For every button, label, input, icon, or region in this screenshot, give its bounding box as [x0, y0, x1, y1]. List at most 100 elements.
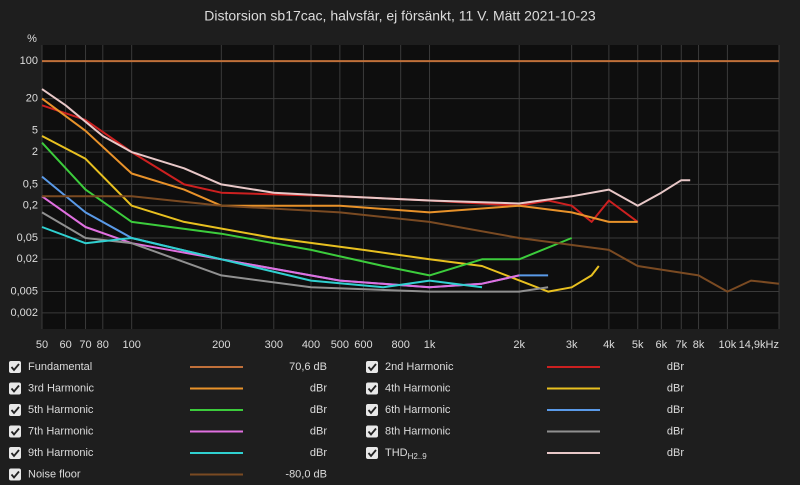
plot-area [42, 45, 779, 329]
legend-readout: -80,0 dB [285, 468, 327, 480]
legend-readout: dBr [310, 382, 327, 394]
legend-label: 8th Harmonic [385, 425, 451, 437]
y-tick-label: 0,005 [10, 285, 38, 297]
x-tick-label: 500 [331, 339, 349, 351]
legend-checkbox[interactable] [366, 425, 378, 438]
legend-name: Fundamental [28, 361, 92, 373]
legend-name: 9th Harmonic [28, 447, 94, 459]
legend-name: 8th Harmonic [385, 425, 451, 437]
legend-checkbox[interactable] [9, 382, 21, 395]
checkmark [367, 449, 377, 458]
legend-label: THDH2..9 [385, 447, 427, 461]
legend-name: THD [385, 447, 408, 459]
y-tick-label: 0,002 [10, 307, 38, 319]
x-tick-label: 14,9kHz [739, 339, 779, 351]
legend-checkbox[interactable] [366, 447, 378, 459]
checkmark [10, 470, 20, 479]
checkmark [367, 427, 377, 436]
x-tick-label: 400 [302, 339, 320, 351]
series-line [41, 142, 573, 277]
legend-label: Fundamental [28, 361, 92, 373]
y-tick-label: 5 [32, 125, 38, 137]
legend-checkbox[interactable] [366, 361, 378, 373]
x-tick-label: 80 [97, 339, 109, 351]
checkmark [10, 384, 20, 393]
x-tick-label: 600 [354, 339, 372, 351]
legend-checkbox[interactable] [366, 382, 378, 395]
legend-label: 2nd Harmonic [385, 361, 454, 373]
legend-label: 9th Harmonic [28, 447, 94, 459]
checkmark [10, 363, 20, 372]
legend-name: Noise floor [28, 468, 81, 480]
legend-checkbox[interactable] [366, 404, 378, 416]
checkmark [367, 406, 377, 415]
checkmark [367, 363, 377, 372]
legend-readout: dBr [667, 382, 684, 394]
y-tick-label: 20 [26, 92, 38, 104]
legend-label: 7th Harmonic [28, 425, 94, 437]
series-line [41, 195, 520, 289]
legend-label: 3rd Harmonic [28, 382, 95, 394]
legend-checkbox[interactable] [9, 447, 21, 459]
legend-name: 4th Harmonic [385, 382, 451, 394]
x-tick-label: 8k [693, 339, 705, 351]
y-tick-label: 0,5 [23, 178, 38, 190]
x-tick-label: 3k [566, 339, 578, 351]
legend-label: 4th Harmonic [385, 382, 451, 394]
legend-readout: 70,6 dB [289, 361, 327, 373]
legend-name: 3rd Harmonic [28, 382, 95, 394]
legend-name: 5th Harmonic [28, 404, 94, 416]
x-tick-label: 100 [122, 339, 140, 351]
x-tick-label: 1k [424, 339, 436, 351]
legend-checkbox[interactable] [9, 468, 21, 481]
y-tick-label: 0,05 [17, 232, 38, 244]
series-line [41, 211, 549, 293]
x-tick-label: 10k [719, 339, 737, 351]
y-tick-label: 2 [32, 146, 38, 158]
checkmark [367, 384, 377, 393]
checkmark [10, 406, 20, 415]
legend-readout: dBr [310, 425, 327, 437]
series-line [41, 135, 600, 293]
legend-readout: dBr [667, 425, 684, 437]
legend-readout: dBr [310, 404, 327, 416]
x-tick-label: 800 [391, 339, 409, 351]
legend-readout: dBr [310, 447, 327, 459]
legend-name: 6th Harmonic [385, 404, 451, 416]
legend-readout: dBr [667, 361, 684, 373]
x-tick-label: 4k [603, 339, 615, 351]
legend-name: 7th Harmonic [28, 425, 94, 437]
series-line [41, 97, 638, 223]
y-axis-label: % [27, 33, 37, 45]
legend-checkbox[interactable] [9, 361, 21, 373]
legend-label: Noise floor [28, 468, 81, 480]
legend-readout: dBr [667, 404, 684, 416]
chart-title: Distorsion sb17cac, halvsfär, ej försänk… [204, 8, 596, 24]
y-tick-label: 0,02 [17, 253, 38, 265]
x-tick-label: 2k [513, 339, 525, 351]
legend-name: 2nd Harmonic [385, 361, 454, 373]
legend-checkbox[interactable] [9, 404, 21, 416]
x-tick-label: 200 [212, 339, 230, 351]
series-line [41, 226, 483, 289]
checkmark [10, 449, 20, 458]
series-line [42, 195, 780, 293]
x-tick-label: 70 [79, 339, 91, 351]
x-tick-label: 6k [656, 339, 668, 351]
x-tick-label: 60 [59, 339, 71, 351]
y-tick-label: 100 [20, 55, 38, 67]
x-tick-label: 50 [36, 339, 48, 351]
x-tick-label: 300 [265, 339, 283, 351]
legend-label: 6th Harmonic [385, 404, 451, 416]
y-tick-label: 0,2 [23, 200, 38, 212]
legend-readout: dBr [667, 447, 684, 459]
checkmark [10, 427, 20, 436]
legend-label: 5th Harmonic [28, 404, 94, 416]
legend-subscript: H2..9 [408, 452, 428, 461]
x-tick-label: 5k [632, 339, 644, 351]
legend-checkbox[interactable] [9, 425, 21, 438]
series-line [41, 88, 691, 207]
x-tick-label: 7k [675, 339, 687, 351]
